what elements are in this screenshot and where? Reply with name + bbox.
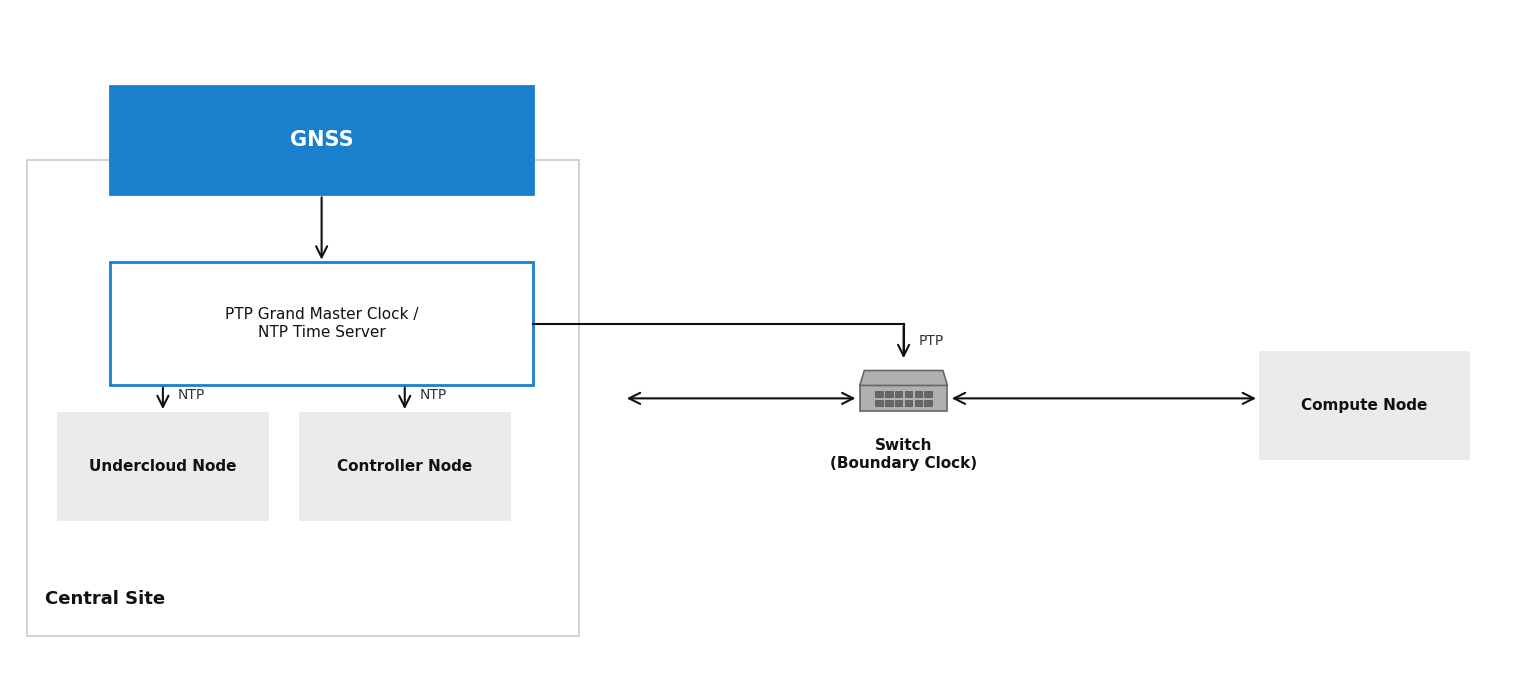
FancyBboxPatch shape bbox=[876, 400, 883, 406]
Text: PTP: PTP bbox=[918, 334, 944, 347]
Text: Controller Node: Controller Node bbox=[337, 459, 473, 474]
FancyBboxPatch shape bbox=[924, 400, 932, 406]
Text: Switch
(Boundary Clock): Switch (Boundary Clock) bbox=[830, 438, 977, 471]
FancyBboxPatch shape bbox=[904, 400, 912, 406]
Text: Compute Node: Compute Node bbox=[1301, 398, 1427, 413]
FancyBboxPatch shape bbox=[109, 86, 534, 195]
FancyBboxPatch shape bbox=[299, 412, 511, 521]
FancyBboxPatch shape bbox=[58, 412, 269, 521]
FancyBboxPatch shape bbox=[885, 400, 892, 406]
Text: Undercloud Node: Undercloud Node bbox=[90, 459, 237, 474]
Text: NTP: NTP bbox=[420, 388, 447, 402]
FancyBboxPatch shape bbox=[924, 391, 932, 397]
Polygon shape bbox=[860, 371, 947, 385]
FancyBboxPatch shape bbox=[885, 391, 892, 397]
Text: Central Site: Central Site bbox=[46, 590, 166, 608]
FancyBboxPatch shape bbox=[915, 400, 923, 406]
FancyBboxPatch shape bbox=[860, 385, 947, 411]
FancyBboxPatch shape bbox=[904, 391, 912, 397]
FancyBboxPatch shape bbox=[109, 262, 534, 385]
FancyBboxPatch shape bbox=[1259, 351, 1470, 460]
FancyBboxPatch shape bbox=[876, 391, 883, 397]
Text: PTP Grand Master Clock /
NTP Time Server: PTP Grand Master Clock / NTP Time Server bbox=[225, 308, 418, 340]
FancyBboxPatch shape bbox=[915, 391, 923, 397]
Text: GNSS: GNSS bbox=[290, 130, 354, 150]
FancyBboxPatch shape bbox=[895, 400, 903, 406]
Text: NTP: NTP bbox=[178, 388, 205, 402]
FancyBboxPatch shape bbox=[895, 391, 903, 397]
